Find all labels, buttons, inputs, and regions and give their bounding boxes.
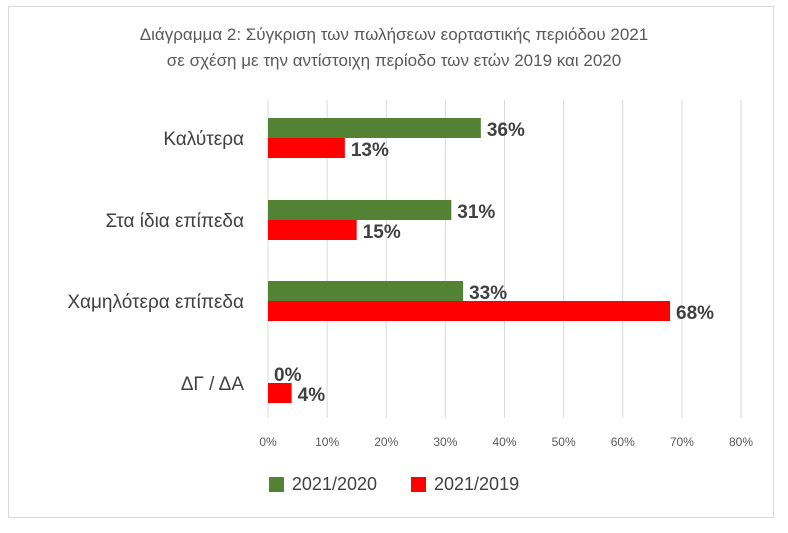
- category-label: Χαμηλότερα επίπεδα: [67, 292, 244, 313]
- legend-label: 2021/2020: [291, 474, 377, 494]
- bar-2021-2019: [268, 301, 671, 321]
- legend: 2021/2020 2021/2019: [0, 474, 788, 495]
- data-label: 4%: [298, 385, 326, 406]
- legend-item: 2021/2019: [411, 474, 519, 495]
- category-label: ΔΓ / ΔΑ: [181, 374, 245, 395]
- chart-frame: [8, 6, 774, 518]
- chart-title: Διάγραμμα 2: Σύγκριση των πωλήσεων εορτα…: [0, 22, 788, 74]
- data-label: 15%: [363, 222, 401, 243]
- x-tick-label: 60%: [611, 435, 635, 449]
- bar-2021-2020: [268, 281, 464, 301]
- x-tick-label: 30%: [433, 435, 457, 449]
- data-label: 13%: [351, 140, 389, 161]
- legend-swatch: [268, 477, 284, 492]
- bar-2021-2019: [268, 383, 292, 403]
- data-label: 68%: [676, 303, 714, 324]
- x-tick-label: 0%: [259, 435, 277, 449]
- category-label: Στα ίδια επίπεδα: [105, 211, 244, 232]
- data-label: 36%: [487, 120, 525, 141]
- chart-title-line-1: Διάγραμμα 2: Σύγκριση των πωλήσεων εορτα…: [139, 25, 649, 44]
- x-tick-label: 40%: [492, 435, 516, 449]
- legend-item: 2021/2020: [268, 474, 377, 495]
- legend-label: 2021/2019: [434, 474, 520, 494]
- x-tick-label: 20%: [374, 435, 398, 449]
- bar-2021-2019: [268, 220, 357, 240]
- x-tick-label: 80%: [729, 435, 753, 449]
- x-tick-label: 50%: [552, 435, 576, 449]
- bar-2021-2020: [268, 118, 481, 138]
- bar-2021-2020: [268, 200, 452, 220]
- data-label: 31%: [457, 202, 495, 223]
- category-label: Καλύτερα: [163, 129, 244, 150]
- x-tick-label: 70%: [670, 435, 694, 449]
- legend-swatch: [411, 477, 426, 492]
- x-tick-label: 10%: [315, 435, 339, 449]
- data-label: 0%: [274, 365, 302, 386]
- bar-2021-2019: [268, 138, 345, 158]
- chart-title-line-2: σε σχέση με την αντίστοιχη περίοδο των ε…: [166, 51, 622, 70]
- data-label: 33%: [469, 283, 507, 304]
